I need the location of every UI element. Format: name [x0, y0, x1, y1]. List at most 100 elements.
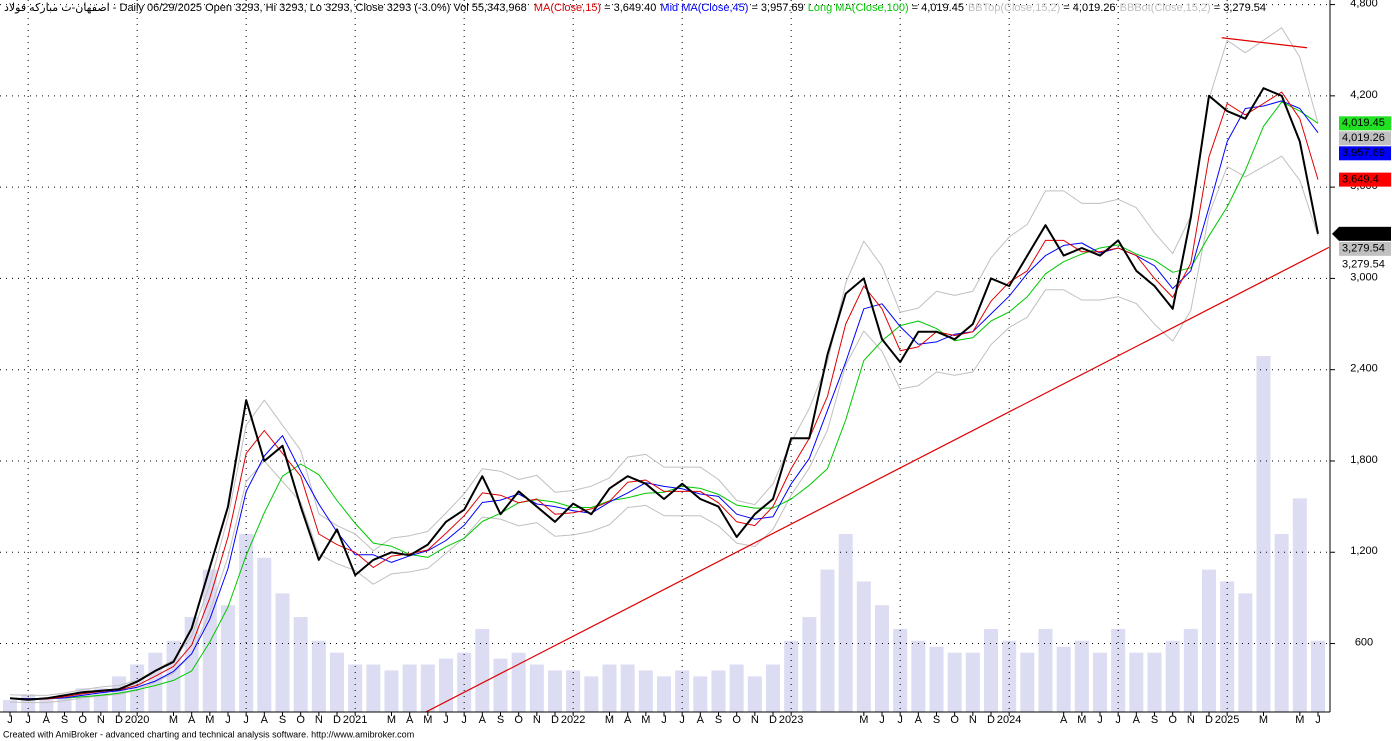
x-tick-label: A: [915, 714, 923, 726]
volume-bar: [1056, 646, 1071, 712]
volume-bar: [693, 676, 708, 712]
plot-area: [0, 0, 1330, 712]
y-tick-label: 1,200: [1350, 545, 1378, 557]
x-tick-label: D: [551, 714, 559, 726]
legend-name: BBBot(Close,15,2): [1119, 2, 1211, 14]
x-tick-label: O: [732, 714, 741, 726]
volume-bar: [221, 605, 235, 712]
x-tick-label: 2023: [779, 714, 803, 726]
volume-bar: [384, 670, 399, 712]
volume-bar: [402, 664, 417, 712]
volume-bar: [366, 664, 381, 712]
volume-bar: [566, 670, 581, 712]
volume-bar: [1292, 498, 1307, 712]
x-tick-label: M: [169, 714, 178, 726]
x-tick-label: 2025: [1215, 714, 1239, 726]
value-box: [1339, 172, 1391, 187]
volume-bar: [711, 670, 726, 712]
x-tick-label: N: [97, 714, 105, 726]
value-box-label: 3,957.69: [1342, 147, 1385, 159]
x-tick-label: O: [514, 714, 523, 726]
y-tick-label: 2,400: [1350, 363, 1378, 375]
volume-bar: [1165, 640, 1180, 712]
volume-bar: [984, 628, 998, 712]
volume-bar: [911, 640, 926, 712]
legend-value: = 3,649.40: [604, 2, 657, 14]
x-tick-label: S: [497, 714, 504, 726]
volume-bar: [1020, 652, 1035, 712]
legend-name: Long MA(Close,100): [807, 2, 909, 14]
x-tick-label: M: [387, 714, 396, 726]
x-tick-label: O: [296, 714, 305, 726]
last-price-arrow: [1332, 226, 1339, 241]
legend-name: Mid MA(Close,45): [660, 2, 749, 14]
volume-bar: [838, 534, 853, 712]
x-tick-label: M: [641, 714, 650, 726]
volume-bar: [1093, 652, 1107, 712]
x-tick-label: A: [479, 714, 487, 726]
x-tick-label: J: [1115, 714, 1121, 726]
x-tick-label: 2024: [997, 714, 1021, 726]
volume-bar: [420, 664, 435, 712]
volume-bar: [293, 617, 308, 712]
legend-value: = 3,279.54: [1213, 2, 1267, 14]
legend-value: = 4,019.45: [911, 2, 964, 14]
x-tick-label: J: [879, 714, 885, 726]
x-tick-label: A: [697, 714, 705, 726]
x-tick-label: O: [950, 714, 959, 726]
x-tick-label: J: [461, 714, 467, 726]
price-line: [9, 91, 1319, 700]
value-box: [1339, 241, 1391, 256]
x-tick-label: N: [1187, 714, 1195, 726]
x-tick-label: S: [933, 714, 940, 726]
volume-bar: [202, 569, 217, 712]
x-tick-label: A: [406, 714, 414, 726]
volume-bar: [929, 646, 944, 712]
volume-bar: [1111, 628, 1126, 712]
chart-title: اصفهان-ت مبارکه فولاد - Daily 06/29/2025…: [4, 2, 527, 14]
x-tick-label: O: [78, 714, 87, 726]
x-tick-label: A: [261, 714, 269, 726]
x-tick-label: A: [188, 714, 196, 726]
x-tick-label: D: [1205, 714, 1213, 726]
volume-bar: [348, 664, 363, 712]
volume-bar: [638, 670, 653, 712]
volume-bar: [747, 676, 762, 712]
x-tick-label: D: [987, 714, 995, 726]
volume-bar: [620, 664, 635, 712]
x-tick-label: M: [205, 714, 214, 726]
volume-bar: [1311, 640, 1325, 712]
y-tick-label: 3,000: [1350, 271, 1378, 283]
volume-bar: [275, 593, 290, 712]
x-tick-label: J: [225, 714, 231, 726]
volume-bar: [493, 658, 508, 712]
volume-bar: [675, 670, 690, 712]
volume-bar: [602, 664, 617, 712]
volume-bar: [965, 652, 980, 712]
axis-note: 3,279.54: [1342, 259, 1385, 271]
x-tick-label: M: [1259, 714, 1268, 726]
x-tick-label: J: [443, 714, 449, 726]
x-tick-label: M: [859, 714, 868, 726]
y-tick-label: 600: [1355, 636, 1373, 648]
x-tick-label: S: [61, 714, 68, 726]
x-tick-label: S: [1151, 714, 1158, 726]
volume-bar: [529, 664, 544, 712]
header: اصفهان-ت مبارکه فولاد - Daily 06/29/2025…: [4, 1, 1266, 14]
volume-bar: [1002, 640, 1017, 712]
x-tick-label: 2022: [561, 714, 585, 726]
volume-bar: [457, 652, 472, 712]
x-tick-label: N: [969, 714, 977, 726]
x-tick-label: D: [115, 714, 123, 726]
volume-bar: [584, 676, 599, 712]
x-tick-label: D: [769, 714, 777, 726]
volume-bar: [802, 617, 817, 712]
volume-bar: [1038, 628, 1053, 712]
x-tick-label: M: [1077, 714, 1086, 726]
volume-bar: [548, 670, 562, 712]
x-tick-label: J: [1097, 714, 1103, 726]
x-tick-label: M: [423, 714, 432, 726]
price-line: [9, 27, 1319, 696]
